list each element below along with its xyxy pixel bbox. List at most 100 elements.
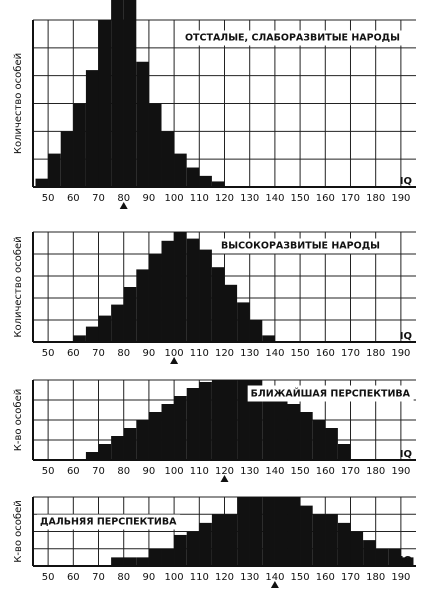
chart-title: ВЫСОКОРАЗВИТЫЕ НАРОДЫ: [221, 241, 380, 252]
bar: [312, 514, 326, 566]
bar: [262, 497, 275, 566]
bar: [237, 497, 250, 566]
x-tick-label: 50: [42, 348, 55, 359]
x-tick-label: 90: [143, 193, 156, 204]
bar: [60, 131, 74, 187]
bar: [300, 412, 313, 460]
bar: [337, 522, 351, 566]
x-tick-label: 60: [67, 466, 80, 477]
x-tick-label: 160: [316, 193, 335, 204]
bar: [199, 382, 212, 460]
x-tick-label: 130: [240, 348, 259, 359]
y-axis-label: Количество особей: [13, 53, 24, 154]
x-axis-label: IQ: [400, 449, 412, 460]
x-axis-label: IQ: [400, 331, 412, 342]
bar: [400, 557, 414, 566]
chart-title: ДАЛЬНЯЯ ПЕРСПЕКТИВА: [40, 517, 177, 528]
bar: [98, 20, 112, 187]
bar: [186, 238, 200, 342]
bar: [174, 232, 187, 342]
x-tick-label: 100: [165, 466, 184, 477]
y-axis-label: К-во особей: [13, 500, 24, 562]
x-tick-label: 70: [92, 348, 105, 359]
title-background: [37, 514, 181, 530]
bar: [148, 103, 162, 187]
bar: [85, 70, 99, 187]
bar: [199, 249, 212, 342]
bar: [98, 315, 112, 342]
x-tick-label: 110: [190, 348, 209, 359]
bar: [98, 444, 112, 460]
x-tick-label: 140: [265, 466, 284, 477]
bar: [123, 557, 137, 566]
mean-marker: [270, 581, 279, 588]
y-axis-label: К-во особей: [13, 389, 24, 451]
x-tick-label: 180: [366, 193, 385, 204]
bar: [224, 380, 238, 460]
bar: [123, 0, 137, 187]
bar: [174, 534, 187, 566]
bar: [148, 548, 162, 566]
x-tick-label: 160: [316, 466, 335, 477]
bar: [123, 428, 137, 460]
bar: [111, 557, 124, 566]
bar: [274, 396, 288, 460]
x-tick-label: 60: [67, 572, 80, 583]
x-tick-label: 110: [190, 193, 209, 204]
x-tick-label: 150: [291, 466, 310, 477]
x-tick-label: 80: [117, 193, 130, 204]
bar: [161, 240, 175, 342]
title-background: [247, 385, 414, 402]
x-tick-label: 100: [165, 348, 184, 359]
chart-title: БЛИЖАЙШАЯ ПЕРСПЕКТИВА: [251, 388, 411, 400]
bar: [136, 557, 149, 566]
x-tick-label: 170: [341, 572, 360, 583]
bar: [249, 320, 263, 342]
bar: [300, 505, 313, 566]
x-tick-label: 100: [165, 572, 184, 583]
bar: [148, 412, 162, 460]
bar: [199, 175, 212, 187]
x-tick-label: 150: [291, 348, 310, 359]
x-tick-label: 170: [341, 466, 360, 477]
x-tick-label: 190: [391, 572, 410, 583]
x-tick-label: 140: [265, 193, 284, 204]
bar: [325, 428, 338, 460]
x-tick-label: 130: [240, 193, 259, 204]
bar: [388, 548, 401, 566]
bar: [111, 0, 124, 187]
bar: [337, 444, 351, 460]
y-axis-label: Количество особей: [13, 236, 24, 337]
x-tick-label: 180: [366, 466, 385, 477]
x-tick-label: 70: [92, 572, 105, 583]
x-tick-label: 100: [165, 193, 184, 204]
x-tick-label: 170: [341, 193, 360, 204]
bar: [186, 531, 200, 566]
title-background: [218, 238, 383, 254]
bar: [85, 326, 99, 342]
bar: [262, 335, 275, 342]
bar: [123, 287, 137, 342]
bar: [161, 404, 175, 460]
title-background: [181, 30, 403, 46]
bar: [274, 497, 288, 566]
bar: [325, 514, 338, 566]
x-tick-label: 70: [92, 466, 105, 477]
x-tick-label: 150: [291, 193, 310, 204]
bar: [85, 452, 99, 460]
x-tick-label: 190: [391, 466, 410, 477]
bar: [312, 420, 326, 460]
bar: [174, 396, 187, 460]
bar: [199, 522, 212, 566]
bar: [287, 404, 301, 460]
bar: [287, 497, 301, 566]
x-tick-label: 130: [240, 572, 259, 583]
bar: [186, 167, 200, 187]
bar: [48, 153, 61, 187]
bar: [186, 388, 200, 460]
bar: [211, 514, 225, 566]
bar: [136, 61, 149, 187]
bar: [224, 514, 238, 566]
